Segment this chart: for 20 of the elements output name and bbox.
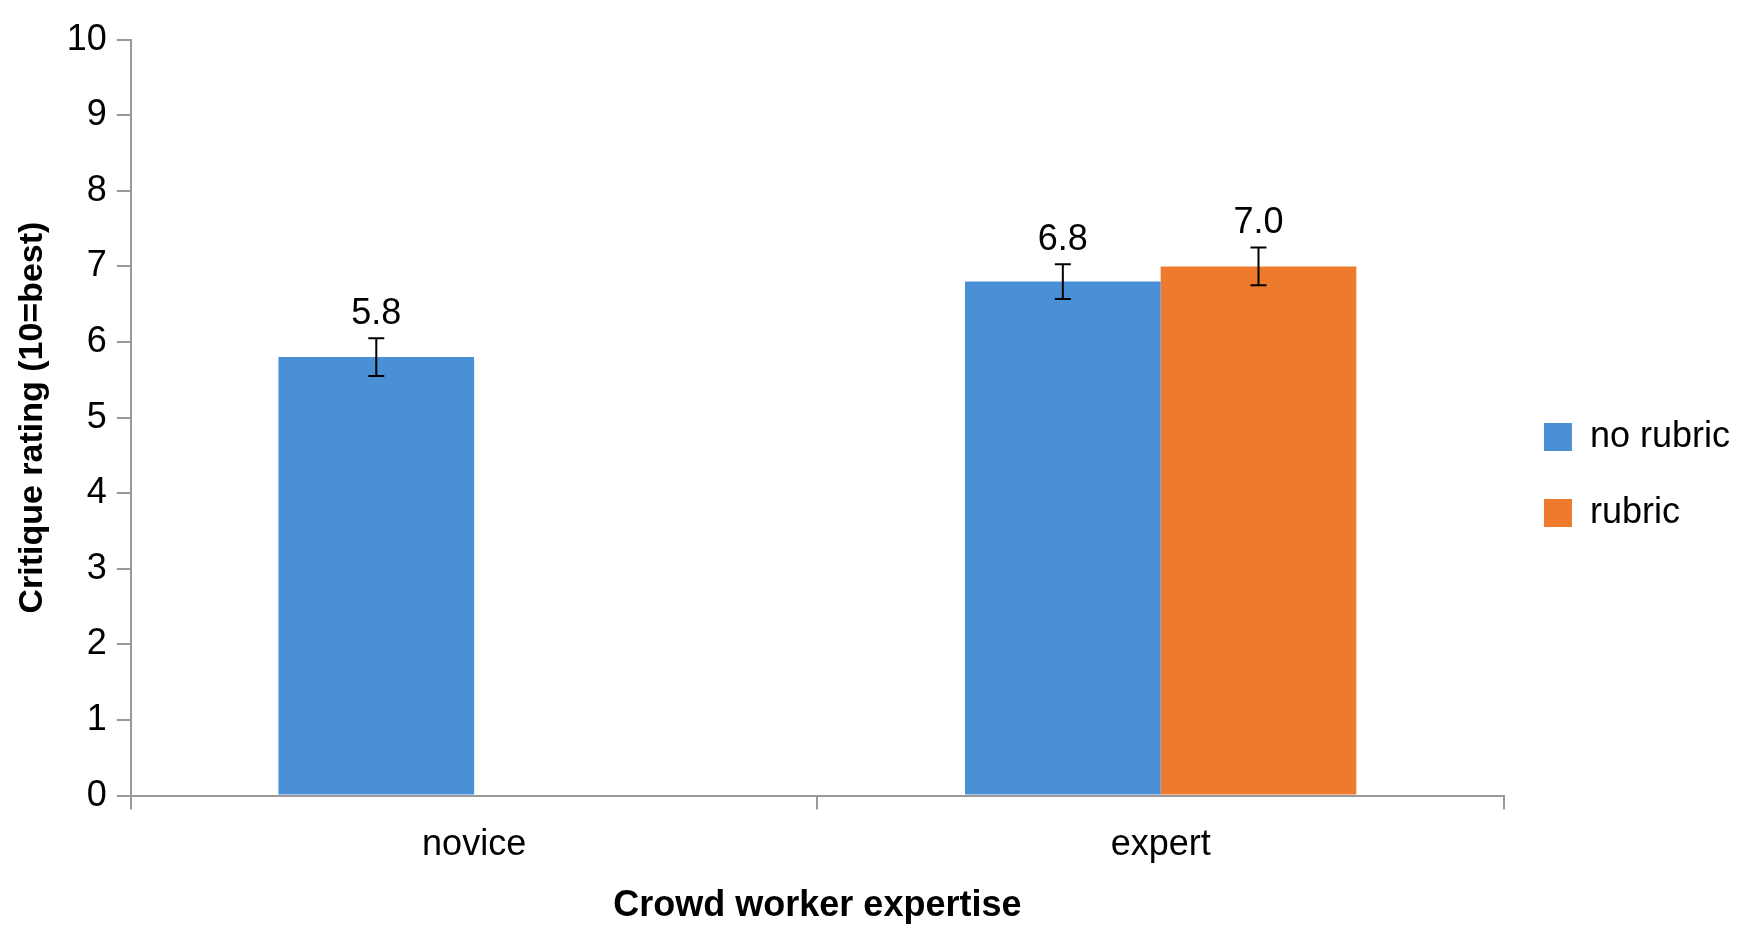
y-tick-label: 9 bbox=[86, 92, 107, 134]
y-tick-label: 5 bbox=[86, 394, 107, 436]
x-tick-label: expert bbox=[1110, 822, 1211, 864]
y-tick-label: 0 bbox=[86, 772, 107, 814]
y-tick-label: 8 bbox=[86, 167, 107, 209]
y-axis-title: Critique rating (10=best) bbox=[10, 221, 49, 614]
data-label: 6.8 bbox=[1037, 217, 1088, 259]
y-tick-label: 7 bbox=[86, 243, 107, 285]
y-tick-label: 3 bbox=[86, 545, 107, 587]
y-tick-label: 10 bbox=[66, 16, 107, 58]
x-axis-title: Crowd worker expertise bbox=[613, 883, 1022, 925]
y-tick-label: 4 bbox=[86, 470, 107, 512]
legend-label: no rubric bbox=[1589, 413, 1730, 455]
legend-label: rubric bbox=[1589, 489, 1680, 531]
x-tick-label: novice bbox=[422, 822, 527, 864]
y-tick-label: 6 bbox=[86, 318, 107, 360]
y-tick-label: 1 bbox=[86, 696, 107, 738]
data-label: 7.0 bbox=[1233, 200, 1284, 242]
y-tick-label: 2 bbox=[86, 621, 107, 663]
data-label: 5.8 bbox=[351, 291, 402, 333]
